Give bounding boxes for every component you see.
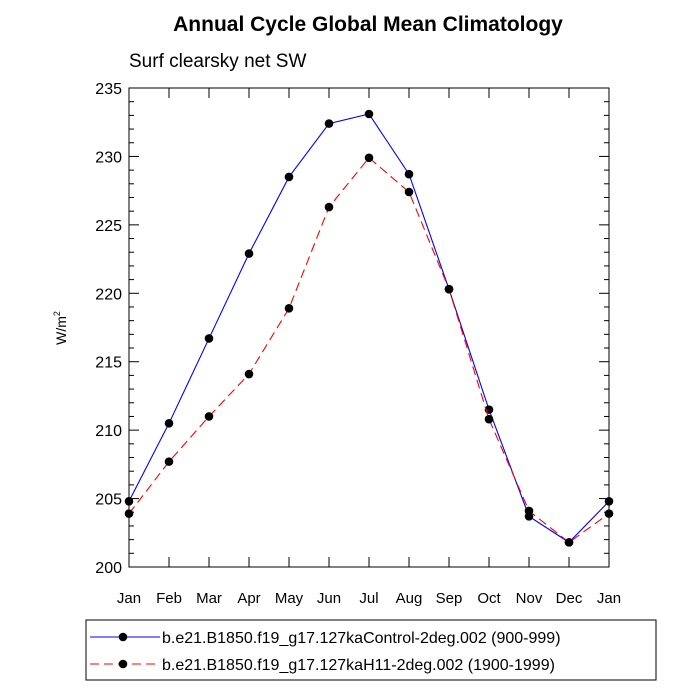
data-point — [364, 153, 374, 163]
data-point — [524, 506, 534, 516]
data-point — [164, 457, 174, 466]
y-axis-label-superscript: 2 — [52, 311, 62, 316]
data-point — [604, 509, 614, 518]
data-point — [364, 109, 374, 119]
x-tick-label: May — [275, 590, 304, 607]
data-point — [244, 369, 254, 379]
legend-box — [85, 619, 657, 681]
y-tick-label: 225 — [95, 218, 122, 235]
axis-ticks: 200 205 210 215 220 225 230 235 Jan Feb Mar Apr May J… — [95, 81, 621, 607]
legend: b.e21.B1850.f19_g17.127kaControl-2deg.00… — [85, 619, 657, 681]
data-point — [164, 419, 174, 428]
data-point — [284, 304, 294, 313]
legend-marker — [118, 659, 128, 669]
x-tick-label: Oct — [477, 590, 501, 607]
series-line — [128, 157, 610, 544]
x-tick-label: Dec — [556, 590, 583, 607]
data-point — [284, 172, 294, 182]
x-tick-label: Jul — [359, 590, 378, 607]
data-point — [324, 119, 334, 128]
legend-marker — [118, 632, 128, 642]
data-point — [204, 334, 214, 343]
y-tick-label: 200 — [95, 560, 122, 577]
x-tick-label: Jan — [597, 590, 621, 607]
data-point — [404, 187, 414, 197]
y-tick-label: 205 — [95, 492, 122, 509]
data-point — [444, 284, 454, 294]
series-line — [128, 113, 610, 544]
y-axis-label-unit: W/m — [53, 316, 69, 345]
y-tick-label: 235 — [95, 81, 122, 98]
series-2 — [124, 153, 614, 547]
data-point — [244, 249, 254, 258]
data-point — [604, 497, 614, 506]
series-1 — [124, 109, 614, 547]
y-tick-label: 210 — [95, 423, 122, 440]
legend-label: b.e21.B1850.f19_g17.127kaControl-2deg.00… — [162, 630, 561, 647]
chart-subtitle: Surf clearsky net SW — [129, 51, 306, 72]
x-tick-label: Mar — [196, 590, 222, 607]
data-point — [404, 169, 414, 179]
series-layer — [124, 109, 614, 547]
y-tick-label: 215 — [95, 355, 122, 372]
legend-label: b.e21.B1850.f19_g17.127kaH11-2deg.002 (1… — [162, 657, 555, 674]
y-tick-label: 220 — [95, 286, 122, 303]
x-tick-label: Apr — [237, 590, 260, 607]
data-point — [564, 538, 574, 547]
x-tick-label: Sep — [436, 590, 463, 607]
data-point — [204, 412, 214, 421]
x-tick-label: Feb — [156, 590, 182, 607]
chart-title: Annual Cycle Global Mean Climatology — [173, 13, 563, 36]
data-point — [124, 497, 134, 506]
x-tick-label: Nov — [516, 590, 543, 607]
x-tick-label: Aug — [396, 590, 423, 607]
data-point — [124, 509, 134, 518]
y-tick-label: 230 — [95, 149, 122, 166]
y-axis-label: W/m2 — [52, 311, 69, 345]
x-tick-label: Jan — [117, 590, 141, 607]
data-point — [484, 414, 494, 424]
x-tick-label: Jun — [317, 590, 341, 607]
data-point — [324, 202, 334, 212]
